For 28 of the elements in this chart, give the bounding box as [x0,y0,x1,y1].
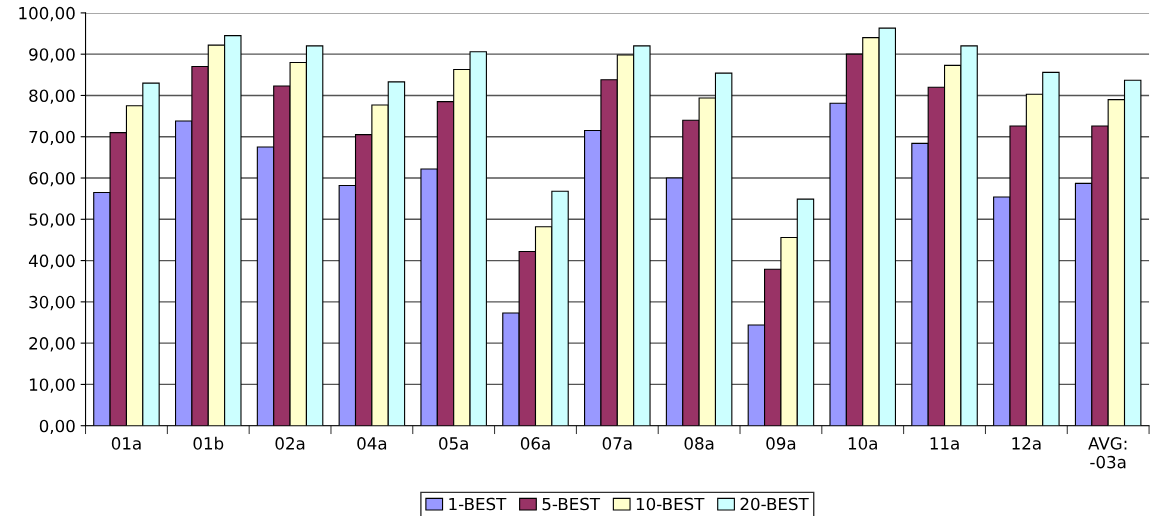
x-tick-label: AVG: -03a [1088,437,1127,469]
x-tick-label: 11a [930,437,959,450]
y-tick-label: 80,00 [29,89,75,104]
legend-label: 10-BEST [636,497,705,511]
y-tick-label: 30,00 [29,295,75,311]
y-tick-label: 100,00 [19,6,75,22]
x-tick-label: 01b [193,436,224,450]
x-tick-label: 09a [766,437,796,450]
legend-label: 20-BEST [740,497,809,511]
y-tick-label: 60,00 [29,171,75,187]
y-tick-label: 50,00 [29,213,75,228]
x-tick-label: 10a [848,437,877,450]
x-tick-label: 06a [520,437,550,450]
y-tick-label: 0,00 [39,419,75,434]
x-tick-label: 02a [275,437,305,450]
legend-label: 1-BEST [449,497,507,511]
y-tick-label: 20,00 [29,337,75,352]
y-tick-label: 10,00 [29,378,75,393]
y-tick-label: 40,00 [28,254,75,269]
x-tick-label: 04a [357,437,387,450]
x-tick-label: 05a [439,437,468,450]
x-tick-label: 07a [602,437,632,450]
legend-label: 5-BEST [542,497,601,511]
x-tick-label: 01a [111,437,141,450]
x-tick-label: 08a [684,437,714,450]
x-tick-label: 12a [1012,437,1041,450]
y-tick-label: 90,00 [29,48,75,63]
y-tick-label: 70,00 [29,130,75,146]
